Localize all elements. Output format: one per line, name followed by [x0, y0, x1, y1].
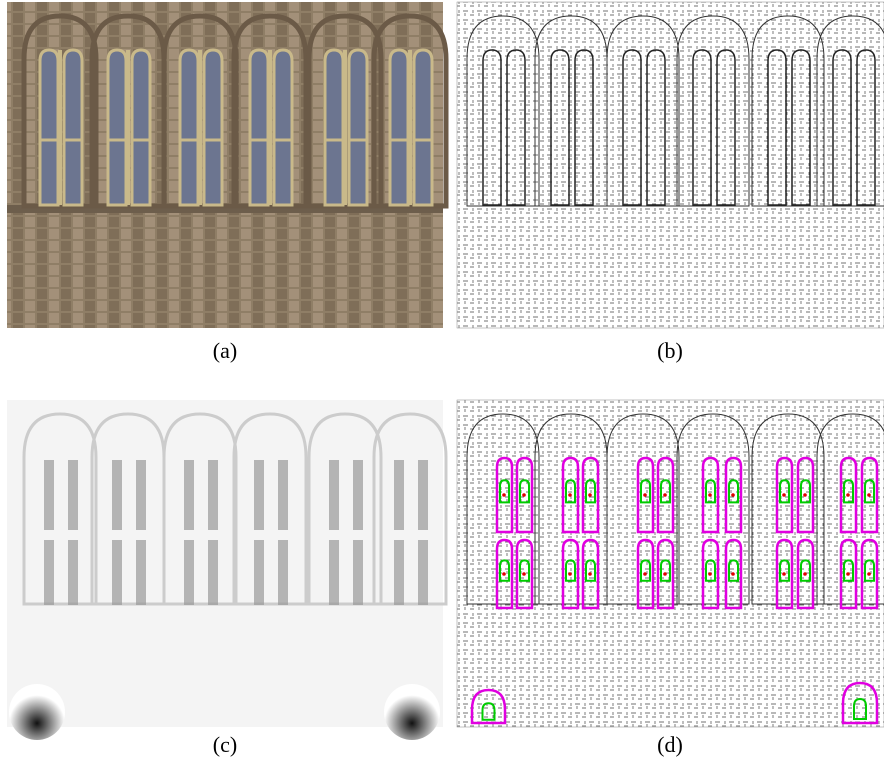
detected-center	[867, 572, 871, 576]
detected-center	[588, 572, 592, 576]
panel-d	[457, 400, 884, 727]
detected-center	[588, 493, 592, 497]
window	[132, 50, 150, 205]
detected-center	[522, 493, 526, 497]
distance-window	[394, 460, 404, 530]
panel-b	[457, 2, 884, 328]
detected-center	[663, 493, 667, 497]
window	[390, 50, 408, 205]
panel-a	[7, 2, 446, 328]
distance-window	[329, 460, 339, 530]
window	[274, 50, 292, 205]
detected-center	[708, 572, 712, 576]
detected-center	[568, 493, 572, 497]
window	[180, 50, 198, 205]
detected-center	[803, 572, 807, 576]
detected-center	[846, 493, 850, 497]
distance-window	[44, 460, 54, 530]
detected-center	[846, 572, 850, 576]
window	[204, 50, 222, 205]
caption: (d)	[657, 732, 683, 757]
distance-window	[208, 460, 218, 530]
detected-center	[663, 572, 667, 576]
distance-window	[418, 540, 428, 605]
detected-center	[643, 493, 647, 497]
window	[325, 50, 343, 205]
detected-center	[522, 572, 526, 576]
distance-window	[418, 460, 428, 530]
window	[108, 50, 126, 205]
distance-window	[394, 540, 404, 605]
distance-window	[329, 540, 339, 605]
distance-window	[68, 460, 78, 530]
detected-center	[867, 493, 871, 497]
window	[349, 50, 367, 205]
distance-window	[112, 460, 122, 530]
distance-window	[136, 540, 146, 605]
detected-center	[502, 493, 506, 497]
distance-window	[68, 540, 78, 605]
figure: (a) (b) (c) (d)	[0, 0, 884, 767]
caption: (c)	[213, 732, 237, 757]
detected-center	[782, 572, 786, 576]
distance-window	[112, 540, 122, 605]
detected-center	[502, 572, 506, 576]
distance-window	[278, 460, 288, 530]
detected-center	[643, 572, 647, 576]
window	[250, 50, 268, 205]
caption: (b)	[657, 338, 683, 363]
distance-window	[353, 540, 363, 605]
distance-window	[254, 460, 264, 530]
detected-center	[568, 572, 572, 576]
distance-window	[184, 460, 194, 530]
panel-c	[7, 400, 446, 740]
distance-window	[136, 460, 146, 530]
distance-window	[208, 540, 218, 605]
distance-window	[254, 540, 264, 605]
window	[64, 50, 82, 205]
distance-window	[353, 460, 363, 530]
detected-center	[803, 493, 807, 497]
detected-center	[731, 572, 735, 576]
distance-window	[278, 540, 288, 605]
detected-center	[708, 493, 712, 497]
detected-center	[782, 493, 786, 497]
window	[414, 50, 432, 205]
caption: (a)	[213, 338, 237, 363]
distance-window	[44, 540, 54, 605]
distance-window	[184, 540, 194, 605]
detected-center	[731, 493, 735, 497]
window	[40, 50, 58, 205]
